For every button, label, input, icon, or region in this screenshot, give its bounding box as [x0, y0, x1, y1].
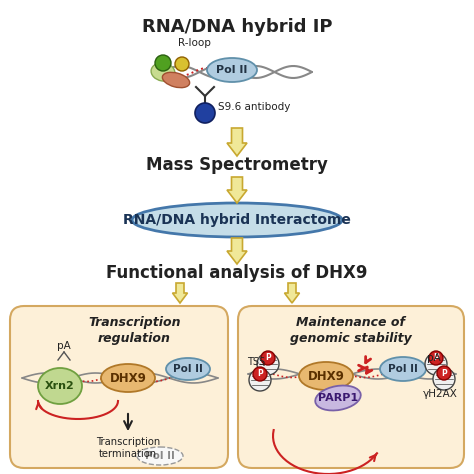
Circle shape	[425, 353, 447, 375]
Text: Transcription
termination: Transcription termination	[96, 437, 160, 459]
Text: DHX9: DHX9	[308, 370, 345, 383]
Ellipse shape	[132, 203, 342, 237]
Text: Maintenance of
genomic stability: Maintenance of genomic stability	[290, 316, 412, 345]
Circle shape	[433, 368, 455, 390]
Ellipse shape	[137, 447, 183, 465]
FancyBboxPatch shape	[238, 306, 464, 468]
Text: S9.6 antibody: S9.6 antibody	[218, 102, 291, 112]
Text: PARP1: PARP1	[318, 393, 358, 403]
Text: Xrn2: Xrn2	[45, 381, 75, 391]
Text: Pol II: Pol II	[388, 364, 418, 374]
Text: P: P	[441, 368, 447, 377]
Circle shape	[249, 369, 271, 391]
Circle shape	[437, 366, 451, 380]
Circle shape	[253, 367, 267, 381]
FancyArrow shape	[284, 283, 300, 303]
Ellipse shape	[151, 63, 175, 81]
Text: RNA/DNA hybrid IP: RNA/DNA hybrid IP	[142, 18, 332, 36]
Text: DHX9: DHX9	[109, 372, 146, 384]
FancyArrow shape	[227, 128, 247, 156]
Circle shape	[429, 351, 443, 365]
Circle shape	[261, 351, 275, 365]
Ellipse shape	[299, 362, 353, 390]
Circle shape	[175, 57, 189, 71]
Text: RNA/DNA hybrid Interactome: RNA/DNA hybrid Interactome	[123, 213, 351, 227]
Circle shape	[195, 103, 215, 123]
Text: P: P	[265, 354, 271, 363]
FancyArrow shape	[227, 177, 247, 203]
Text: pA: pA	[427, 353, 441, 363]
Text: pA: pA	[57, 341, 71, 351]
Ellipse shape	[101, 364, 155, 392]
Text: Pol II: Pol II	[173, 364, 203, 374]
Text: P: P	[257, 370, 263, 379]
Ellipse shape	[38, 368, 82, 404]
Circle shape	[155, 55, 171, 71]
Ellipse shape	[380, 357, 426, 381]
Text: γH2AX: γH2AX	[422, 389, 457, 399]
Text: Transcription
regulation: Transcription regulation	[88, 316, 181, 345]
Ellipse shape	[207, 58, 257, 82]
Ellipse shape	[315, 385, 361, 410]
Text: Pol II: Pol II	[216, 65, 248, 75]
FancyArrow shape	[173, 283, 188, 303]
Text: Pol II: Pol II	[145, 451, 175, 461]
Ellipse shape	[163, 73, 190, 88]
FancyBboxPatch shape	[10, 306, 228, 468]
Text: P: P	[433, 354, 439, 363]
Text: R-loop: R-loop	[178, 38, 210, 48]
FancyArrow shape	[227, 238, 247, 264]
Text: Mass Spectrometry: Mass Spectrometry	[146, 156, 328, 174]
Ellipse shape	[166, 358, 210, 380]
Text: Functional analysis of DHX9: Functional analysis of DHX9	[106, 264, 368, 282]
Text: TSS: TSS	[247, 357, 265, 367]
Circle shape	[257, 353, 279, 375]
